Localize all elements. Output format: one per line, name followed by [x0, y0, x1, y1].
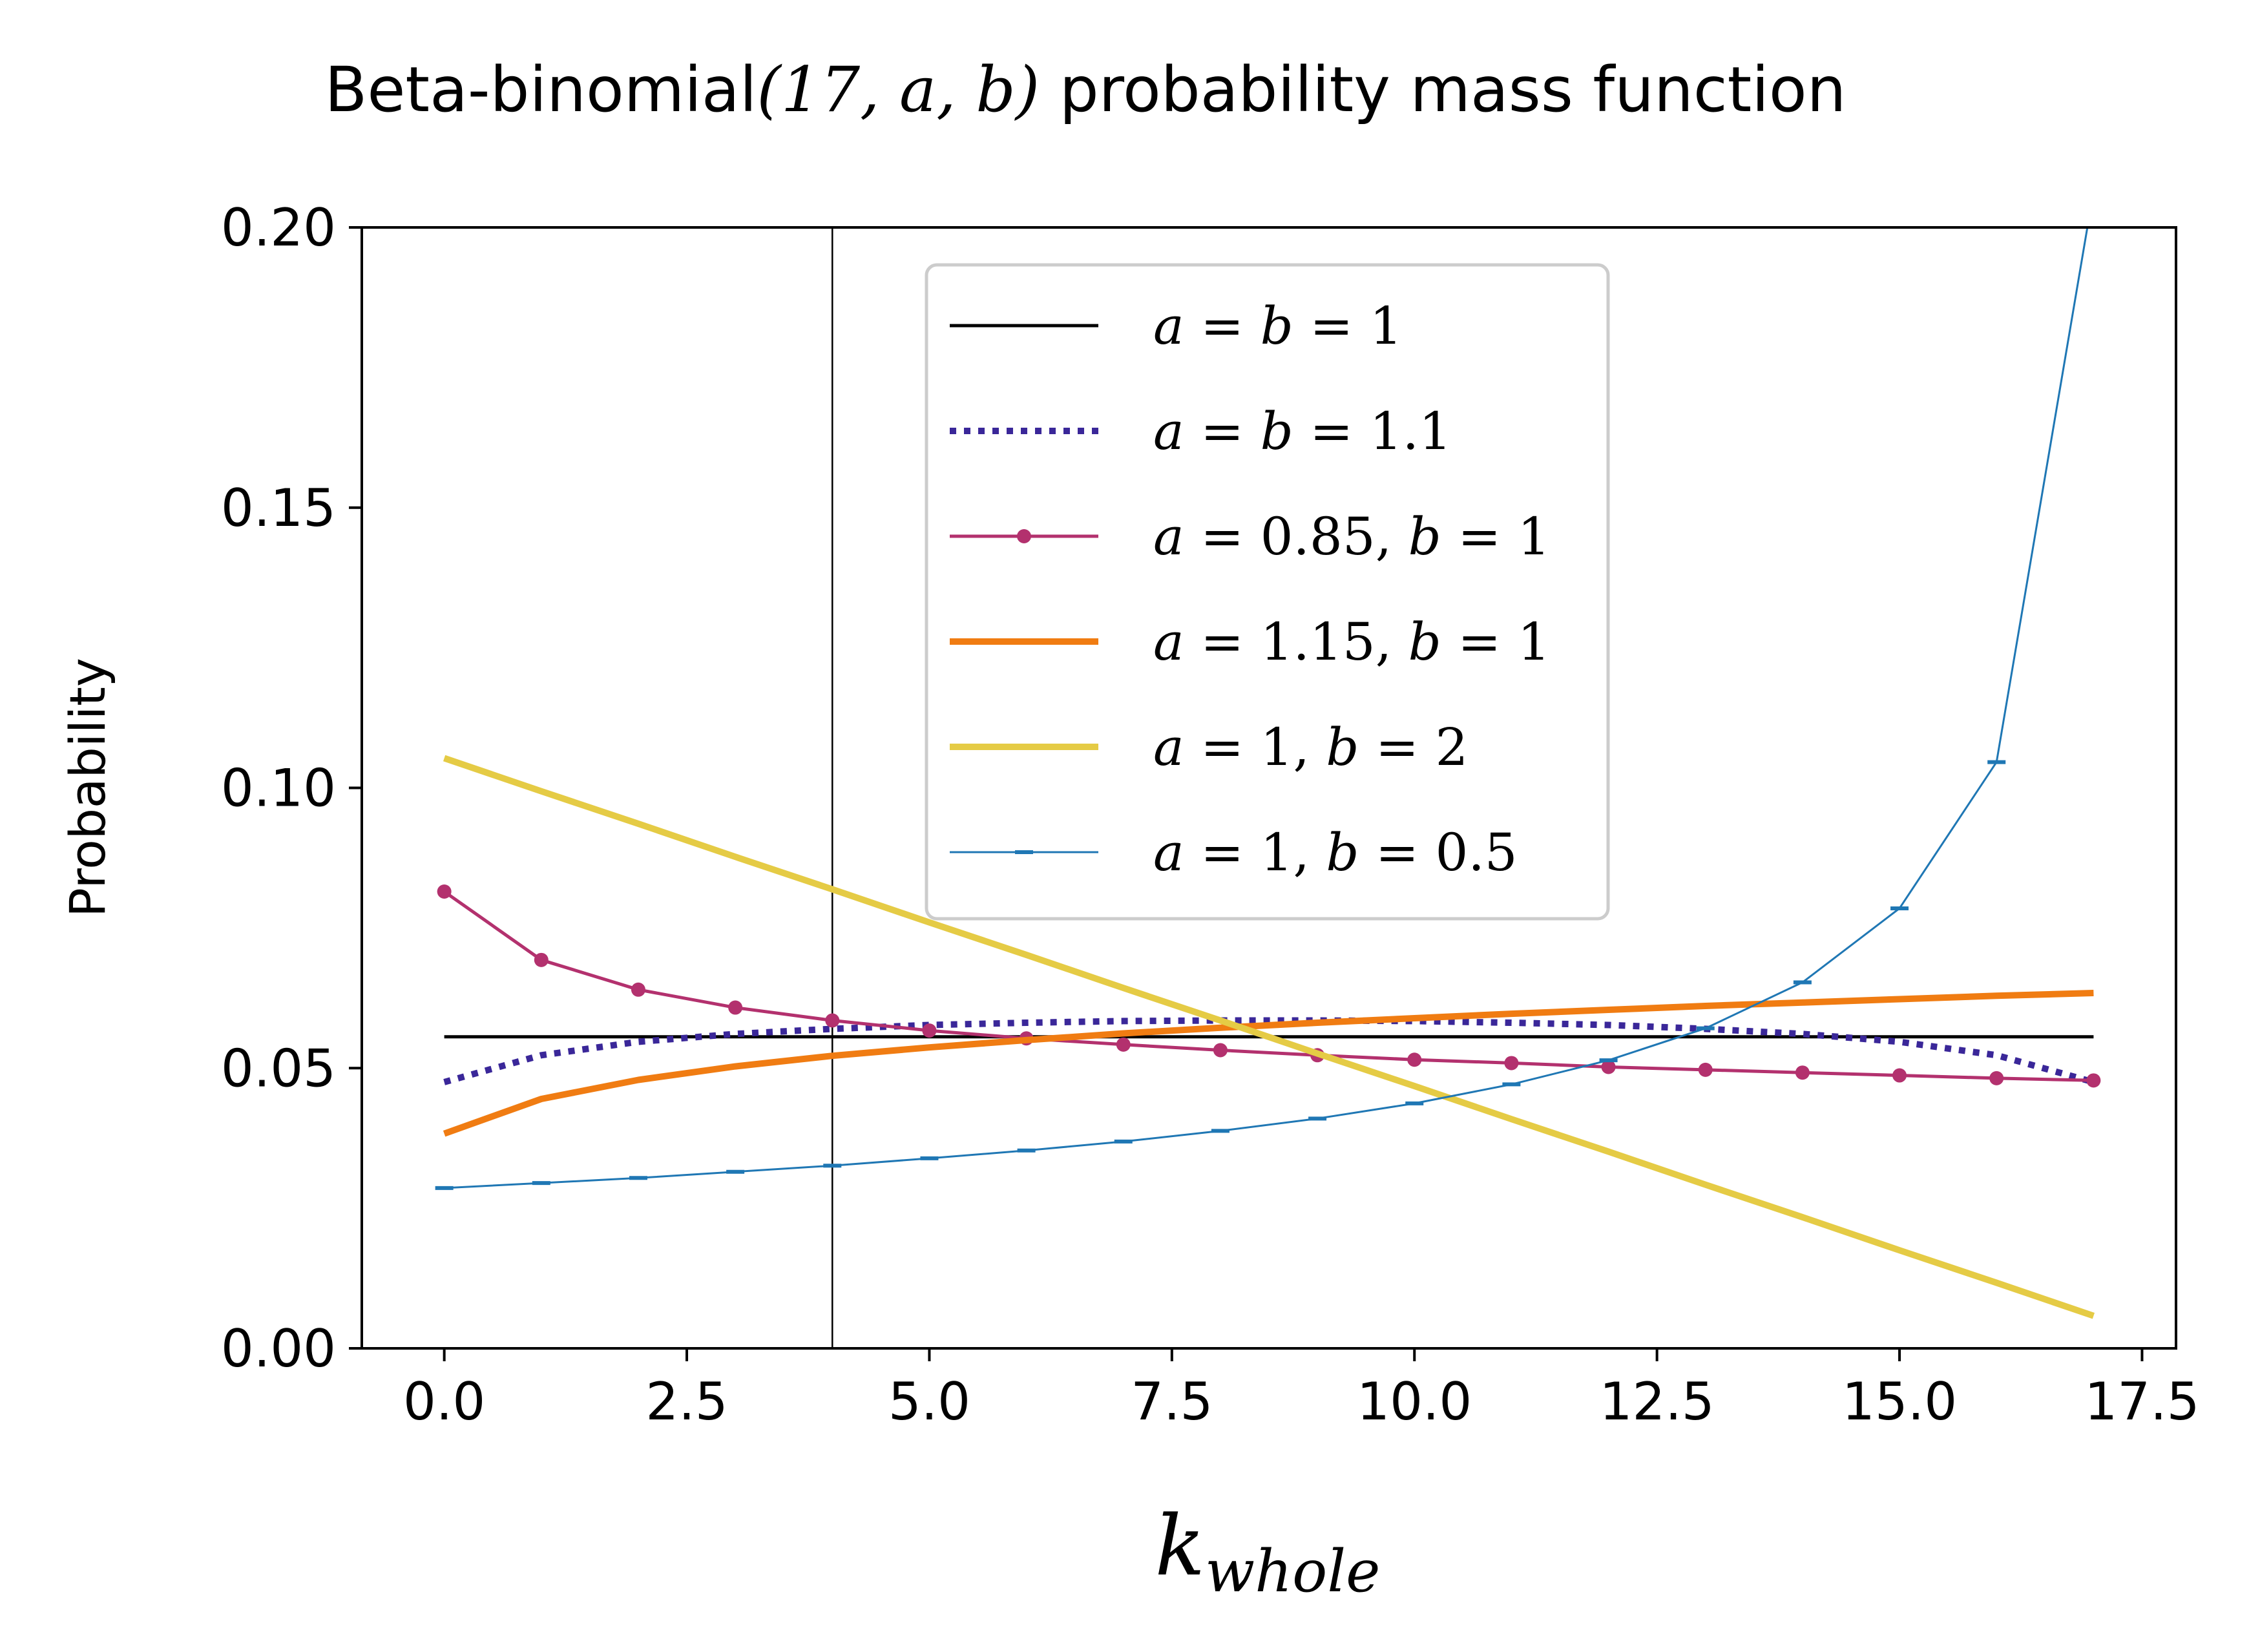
legend-entry-5: a = 1, b = 0.5 [950, 822, 1518, 883]
x-tick-label: 12.5 [1600, 1372, 1715, 1432]
series-2-point [2086, 1073, 2101, 1088]
x-axis-label-sub: whole [1205, 1538, 1380, 1605]
series-2-point [1601, 1060, 1616, 1074]
y-tick-label: 0.10 [221, 758, 336, 819]
series-2 [437, 884, 2101, 1088]
x-tick-label: 10.0 [1357, 1372, 1472, 1432]
chart-title-prefix: Beta-binomial [325, 54, 757, 126]
x-axis-label-base: k [1155, 1498, 1206, 1594]
legend-label-0: a = b = 1 [1153, 296, 1403, 356]
series-2-point [437, 884, 452, 899]
series-2-point [631, 982, 645, 997]
y-tick-label: 0.20 [221, 198, 336, 258]
chart-title-suffix: probability mass function [1040, 54, 1846, 126]
series-line-1 [443, 1017, 2095, 1085]
series-2-point [1213, 1043, 1228, 1058]
x-tick-label: 7.5 [1131, 1372, 1213, 1432]
legend-box [925, 263, 1610, 921]
x-tick-label: 0.0 [403, 1372, 485, 1432]
series-line-2 [443, 890, 2094, 1082]
legend-label-4: a = 1, b = 2 [1153, 717, 1468, 777]
chart-title: Beta-binomial(17, a, b) probability mass… [325, 54, 1847, 126]
legend: a = b = 1 a = b = 1.1 a = 0.85, b = 1 a = 1… [925, 263, 1610, 921]
series-line-3 [443, 990, 2094, 1137]
legend-label-5: a = 1, b = 0.5 [1153, 822, 1518, 883]
y-axis-label: Probability [59, 658, 116, 917]
legend-marker-2 [1017, 529, 1031, 543]
series-2-point [1504, 1056, 1519, 1071]
legend-label-2: a = 0.85, b = 1 [1153, 507, 1551, 567]
legend-entry-0: a = b = 1 [950, 296, 1403, 356]
x-tick-label: 2.5 [645, 1372, 727, 1432]
series-2-point [1698, 1062, 1713, 1077]
series-1 [443, 1017, 2095, 1085]
series-2-point [1892, 1068, 1907, 1083]
x-axis-label: kwhole [1155, 1498, 1381, 1605]
x-tick-label: 17.5 [2084, 1372, 2199, 1432]
chart-title-math: (17, a, b) [757, 54, 1040, 126]
legend-entry-2: a = 0.85, b = 1 [950, 507, 1551, 567]
series-line-5 [444, 227, 2089, 1189]
x-tick-label: 5.0 [888, 1372, 970, 1432]
series-2-point [1116, 1037, 1131, 1052]
legend-entry-4: a = 1, b = 2 [950, 717, 1468, 777]
plot-area [361, 226, 2177, 1350]
series-2-point [728, 1000, 743, 1015]
y-tick-label: 0.05 [221, 1038, 336, 1098]
series-5 [435, 227, 2089, 1190]
y-tick-label: 0.00 [221, 1319, 336, 1379]
series-line-4 [443, 755, 2095, 1319]
series-2-point [825, 1013, 840, 1028]
series-2-point [1989, 1071, 2004, 1085]
legend-entry-3: a = 1.15, b = 1 [950, 612, 1551, 672]
series-2-point [922, 1023, 937, 1038]
y-tick-label: 0.15 [221, 478, 336, 538]
legend-label-1: a = b = 1.1 [1153, 401, 1452, 461]
legend-entry-1: a = b = 1.1 [950, 401, 1452, 461]
series-2-point [1407, 1052, 1422, 1067]
x-tick-label: 15.0 [1842, 1372, 1957, 1432]
series-4 [443, 755, 2095, 1319]
legend-label-3: a = 1.15, b = 1 [1153, 612, 1551, 672]
axes: 0.0 2.5 5.0 7.5 10.0 12.5 15.0 17.5 0.00 0.05 0.10… [221, 198, 2200, 1432]
series-2-point [1795, 1065, 1810, 1080]
series-3 [443, 990, 2094, 1137]
series-2-point [534, 952, 549, 967]
